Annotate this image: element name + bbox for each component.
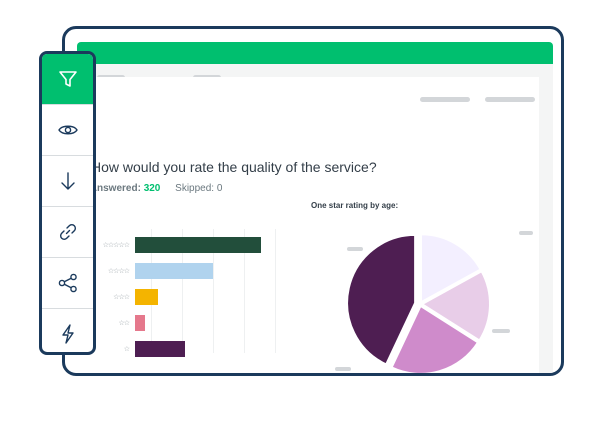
filter-icon (58, 71, 77, 87)
toolbar-placeholder (485, 97, 535, 102)
download-button[interactable] (42, 156, 93, 207)
legend-placeholder (519, 231, 533, 235)
star-rating-label: ☆ (123, 346, 130, 353)
legend-placeholder (492, 329, 510, 333)
view-button[interactable] (42, 105, 93, 156)
arrow-down-icon (60, 172, 75, 190)
rating-bar (135, 263, 213, 279)
eye-icon (57, 125, 78, 135)
rating-bar (135, 289, 158, 305)
star-rating-label: ☆☆☆☆ (107, 268, 130, 275)
star-rating-label: ☆☆ (118, 320, 130, 327)
response-stats: Answered: 320 Skipped: 0 (77, 183, 223, 194)
grid-line (182, 229, 183, 353)
legend-placeholder (347, 247, 363, 251)
pie-slice (346, 233, 417, 366)
lightning-icon (61, 324, 74, 344)
star-rating-label: ☆☆☆☆☆ (102, 242, 130, 249)
rating-bar (135, 237, 261, 253)
star-rating-label: ☆☆☆ (113, 294, 130, 301)
filter-button[interactable] (42, 54, 93, 105)
age-pie-chart (346, 233, 491, 373)
toolbar-placeholder (420, 97, 470, 102)
link-button[interactable] (42, 207, 93, 258)
legend-placeholder (335, 367, 351, 371)
automation-button[interactable] (42, 309, 93, 352)
browser-window: How would you rate the quality of the se… (62, 26, 564, 376)
tool-sidebar (39, 51, 96, 355)
rating-bar (135, 341, 185, 357)
pie-slice (420, 233, 482, 304)
grid-line (213, 229, 214, 353)
skipped-label: Skipped: (175, 183, 215, 194)
rating-bar (135, 315, 145, 331)
grid-line (244, 229, 245, 353)
pie-slice (390, 304, 480, 373)
link-icon (59, 223, 76, 241)
share-icon (58, 273, 77, 293)
share-button[interactable] (42, 258, 93, 309)
answered-count: 320 (143, 183, 161, 194)
grid-line (275, 229, 276, 353)
pie-chart-title: One star rating by age: (311, 201, 399, 210)
top-bar (77, 42, 553, 64)
answered-label: Answered: (89, 183, 141, 194)
question-title: How would you rate the quality of the se… (91, 159, 377, 175)
skipped-count: 0 (216, 183, 223, 194)
question-summary-card: How would you rate the quality of the se… (77, 77, 539, 373)
pie-slice (420, 269, 491, 342)
